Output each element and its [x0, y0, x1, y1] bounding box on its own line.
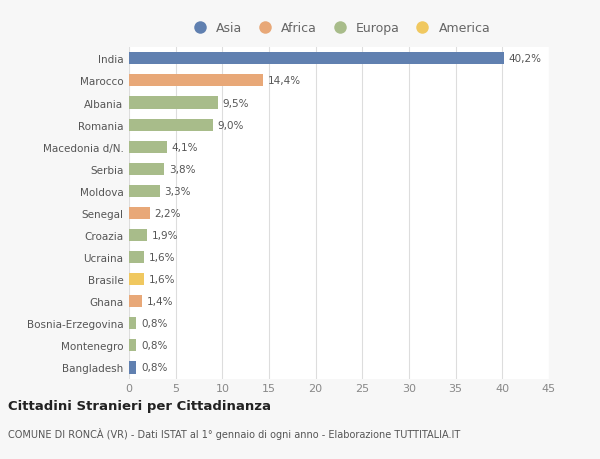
Text: 14,4%: 14,4%: [268, 76, 301, 86]
Text: 9,5%: 9,5%: [223, 98, 249, 108]
Bar: [129, 53, 504, 65]
Bar: [129, 230, 147, 241]
Text: 40,2%: 40,2%: [509, 54, 542, 64]
Bar: [129, 362, 136, 374]
Bar: [129, 119, 213, 131]
Legend: Asia, Africa, Europa, America: Asia, Africa, Europa, America: [188, 22, 490, 35]
Bar: [129, 75, 263, 87]
Text: 3,3%: 3,3%: [164, 186, 191, 196]
Bar: [129, 340, 136, 352]
Text: 0,8%: 0,8%: [141, 319, 167, 329]
Text: 4,1%: 4,1%: [172, 142, 199, 152]
Text: 1,6%: 1,6%: [149, 274, 175, 285]
Bar: [129, 141, 167, 153]
Bar: [129, 185, 160, 197]
Text: 1,9%: 1,9%: [151, 230, 178, 241]
Bar: [129, 97, 218, 109]
Text: 0,8%: 0,8%: [141, 341, 167, 351]
Bar: [129, 296, 142, 308]
Bar: [129, 318, 136, 330]
Bar: [129, 252, 144, 263]
Bar: [129, 163, 164, 175]
Text: Cittadini Stranieri per Cittadinanza: Cittadini Stranieri per Cittadinanza: [8, 399, 271, 412]
Bar: [129, 207, 149, 219]
Text: 1,6%: 1,6%: [149, 252, 175, 263]
Text: 9,0%: 9,0%: [218, 120, 244, 130]
Text: 1,4%: 1,4%: [147, 297, 173, 307]
Text: 3,8%: 3,8%: [169, 164, 196, 174]
Text: COMUNE DI RONCÀ (VR) - Dati ISTAT al 1° gennaio di ogni anno - Elaborazione TUTT: COMUNE DI RONCÀ (VR) - Dati ISTAT al 1° …: [8, 427, 460, 439]
Bar: [129, 274, 144, 285]
Text: 2,2%: 2,2%: [154, 208, 181, 218]
Text: 0,8%: 0,8%: [141, 363, 167, 373]
